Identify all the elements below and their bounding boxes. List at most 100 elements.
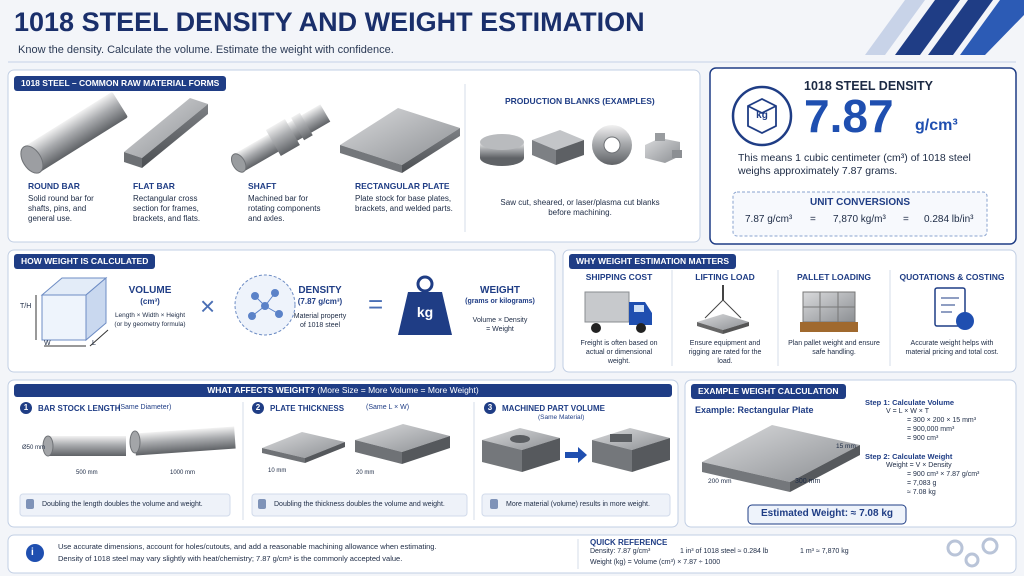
volume-cube — [35, 276, 109, 347]
weight-unit: (grams or kilograms) — [465, 298, 535, 305]
gear-icons — [946, 537, 999, 568]
factor-qualifier: (Same Material) — [538, 414, 585, 421]
quick-reference-item: Weight (kg) = Volume (cm³) × 7.87 ÷ 1000 — [590, 559, 721, 566]
axis-label: T/H — [20, 303, 32, 310]
factors-heading: WHAT AFFECTS WEIGHT? — [207, 385, 315, 395]
importance-description: Freight is often based on actual or dime… — [580, 340, 658, 365]
step-line: = 7,083 g — [907, 480, 937, 487]
dimension-label: 200 mm — [708, 478, 732, 485]
note-boxes — [19, 493, 671, 517]
dimension-label: 500 mm — [76, 470, 98, 476]
form-name: FLAT BAR — [133, 181, 175, 191]
plate-thickness-image — [262, 424, 450, 464]
form-description: Solid round bar for shafts, pins, and ge… — [28, 194, 94, 223]
bar-length-image — [42, 426, 236, 457]
density-molecules — [234, 274, 296, 336]
quick-reference-item: 1 m³ ≈ 7,870 kg — [800, 548, 849, 555]
step-line: = 900,000 mm³ — [907, 426, 955, 433]
step-line: ≈ 7.08 kg — [907, 489, 936, 496]
factor-title: MACHINED PART VOLUME — [502, 404, 605, 413]
form-name: RECTANGULAR PLATE — [355, 181, 450, 191]
form-description: Rectangular cross section for frames, br… — [133, 194, 201, 223]
conversion-box — [732, 191, 988, 237]
step-title: Step 1: Calculate Volume — [865, 398, 955, 407]
importance-title: SHIPPING COST — [585, 272, 653, 282]
density-icon — [731, 85, 793, 147]
quick-reference-item: Density: 7.87 g/cm³ — [590, 548, 651, 555]
density-heading: 1018 STEEL DENSITY — [804, 79, 933, 93]
importance-description: Plan pallet weight and ensure safe handl… — [788, 340, 880, 356]
example-result: Estimated Weight: ≈ 7.08 kg — [760, 508, 893, 519]
quick-reference-heading: QUICK REFERENCE — [590, 538, 668, 547]
section-heading: HOW WEIGHT IS CALCULATED — [14, 254, 156, 269]
conversion-separator: = — [903, 214, 909, 225]
shaft-image — [230, 104, 331, 173]
conversion-separator: = — [810, 214, 816, 225]
dimension-label: 10 mm — [268, 468, 287, 474]
example-subtitle: Example: Rectangular Plate — [695, 405, 814, 415]
density-icon-label: kg — [756, 110, 768, 121]
factor-note: Doubling the thickness doubles the volum… — [274, 501, 445, 508]
factor-qualifier: (Same Diameter) — [118, 404, 172, 411]
info-icon — [26, 544, 44, 562]
factor-number: 2 — [252, 402, 264, 414]
volume-title: VOLUME — [128, 285, 172, 296]
step-line: = 300 × 200 × 15 mm³ — [907, 417, 977, 424]
equals-sign: = — [368, 289, 384, 319]
dimension-label: 300 mm — [795, 478, 821, 485]
factor-dividers — [242, 402, 475, 520]
dimension-label: 15 mm — [836, 443, 856, 450]
weight-title: WEIGHT — [480, 285, 520, 296]
volume-unit: (cm³) — [140, 297, 160, 306]
factor-title: BAR STOCK LENGTH — [38, 404, 121, 413]
info-icon-letter: i — [31, 547, 34, 558]
form-description: Plate stock for base plates, brackets, a… — [355, 194, 453, 213]
round-bar-image — [20, 92, 128, 174]
axis-label: L — [92, 340, 96, 347]
times-sign: × — [200, 291, 216, 321]
note-icon — [490, 499, 498, 509]
weight-formula: Volume × Density = Weight — [472, 317, 528, 333]
density-description: This means 1 cubic centimeter (cm³) of 1… — [738, 152, 971, 178]
weight-icon-label: kg — [416, 304, 434, 320]
step-line: = 900 cm³ — [907, 435, 939, 442]
conversions-heading: UNIT CONVERSIONS — [809, 197, 910, 208]
form-name: SHAFT — [248, 181, 277, 191]
step-title: Step 2: Calculate Weight — [865, 452, 953, 461]
factor-note: Doubling the length doubles the volume a… — [42, 501, 203, 508]
step-line: Weight = V × Density — [886, 462, 952, 469]
factor-note: More material (volume) results in more w… — [506, 501, 650, 508]
importance-description: Ensure equipment and rigging are rated f… — [688, 340, 762, 365]
conversion: 7.87 g/cm³ — [745, 214, 793, 225]
density-title: DENSITY — [298, 285, 342, 296]
density-term-description: Material property of 1018 steel — [293, 313, 347, 329]
importance-description: Accurate weight helps with material pric… — [905, 340, 999, 356]
factor-number: 1 — [20, 402, 32, 414]
plate-image — [340, 108, 460, 173]
importance-title: LIFTING LOAD — [695, 272, 755, 282]
blanks-description: Saw cut, sheared, or laser/plasma cut bl… — [500, 198, 660, 217]
density-term: (7.87 g/cm³) — [297, 297, 343, 306]
dimension-label: 20 mm — [356, 470, 375, 476]
density-value: 7.87 — [804, 90, 894, 142]
factors-header-bar — [14, 384, 672, 397]
step-line: = 900 cm³ × 7.87 g/cm³ — [907, 471, 980, 478]
dimension-label: Ø50 mm — [22, 445, 46, 451]
footer-note: Density of 1018 steel may vary slightly … — [58, 554, 403, 563]
footer-note: Use accurate dimensions, account for hol… — [58, 542, 437, 551]
volume-note: (or by geometry formula) — [114, 321, 186, 328]
factors-heading-line: WHAT AFFECTS WEIGHT? (More Size = More V… — [14, 385, 672, 396]
page-title: 1018 STEEL DENSITY AND WEIGHT ESTIMATION — [14, 7, 645, 37]
costing-icon — [934, 287, 974, 330]
step-line: V = L × W × T — [886, 408, 929, 415]
quick-reference-item: 1 in³ of 1018 steel ≈ 0.284 lb — [680, 548, 769, 555]
pallet-icon — [800, 291, 858, 332]
flat-bar-image — [124, 98, 208, 168]
header-stripes — [8, 0, 1024, 63]
blanks-image — [480, 125, 682, 166]
importance-title: QUOTATIONS & COSTING — [899, 272, 1005, 282]
truck-icon — [584, 291, 652, 333]
importance-title: PALLET LOADING — [797, 272, 871, 282]
section-heading: EXAMPLE WEIGHT CALCULATION — [691, 384, 846, 399]
